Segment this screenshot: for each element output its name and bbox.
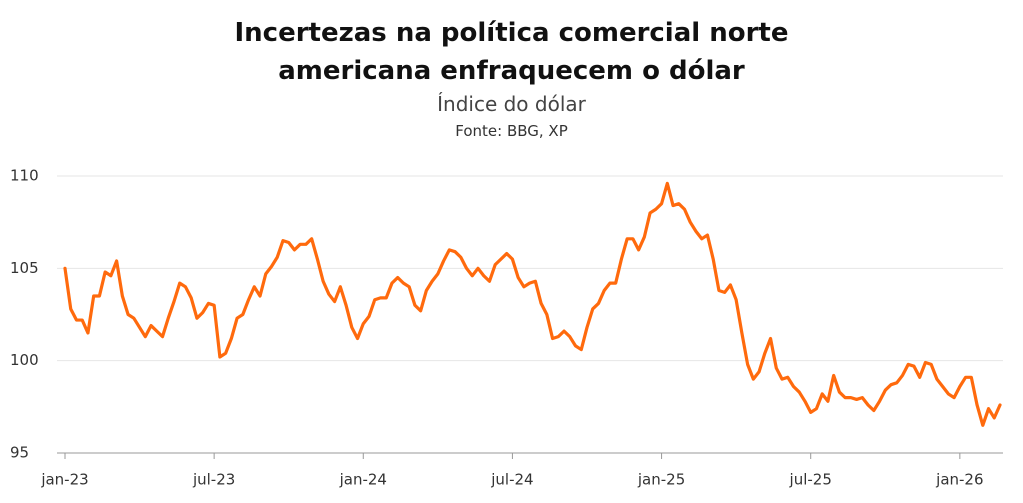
x-tick-label: jan-25 bbox=[637, 471, 685, 489]
chart-title: Incertezas na política comercial norte a… bbox=[234, 18, 789, 86]
x-tick-label: jul-25 bbox=[789, 471, 832, 489]
data-line bbox=[63, 181, 1002, 427]
chart-subtitle: Índice do dólar bbox=[437, 92, 586, 116]
chart-source: Fonte: BBG, XP bbox=[455, 122, 568, 140]
x-tick-label: jul-23 bbox=[192, 471, 235, 489]
y-tick-label: 110 bbox=[10, 167, 39, 185]
y-tick-label: 105 bbox=[10, 259, 39, 277]
x-tick-label: jan-23 bbox=[40, 471, 88, 489]
x-tick-label: jan-26 bbox=[935, 471, 983, 489]
y-tick-label: 100 bbox=[10, 351, 39, 369]
x-tick-label: jul-24 bbox=[490, 471, 533, 489]
header: Incertezas na política comercial norte a… bbox=[0, 14, 1023, 140]
x-tick-label: jan-24 bbox=[339, 471, 387, 489]
y-tick-label: 95 bbox=[10, 444, 29, 462]
